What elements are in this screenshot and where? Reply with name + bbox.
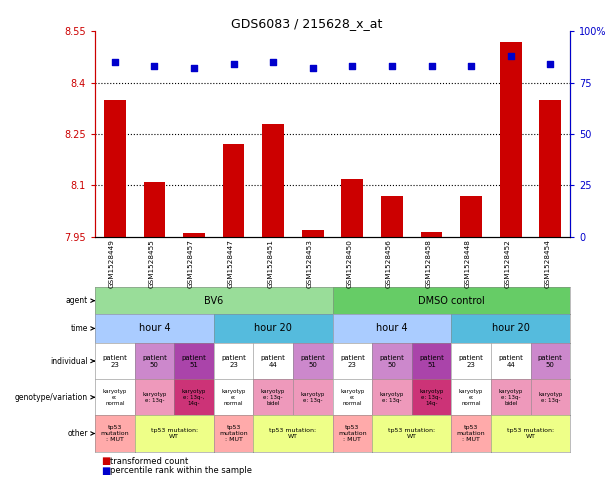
Text: agent: agent bbox=[66, 296, 88, 305]
Text: patient
50: patient 50 bbox=[538, 355, 563, 368]
Text: patient
44: patient 44 bbox=[498, 355, 523, 368]
Text: patient
23: patient 23 bbox=[459, 355, 484, 368]
Text: patient
23: patient 23 bbox=[221, 355, 246, 368]
Point bbox=[546, 60, 555, 68]
Text: tp53 mutation:
WT: tp53 mutation: WT bbox=[151, 428, 198, 439]
Bar bbox=[223, 144, 245, 237]
Text: GSM1528451: GSM1528451 bbox=[267, 239, 273, 288]
Bar bbox=[381, 196, 403, 237]
Text: ■: ■ bbox=[101, 456, 110, 466]
Text: karyotyp
e: 13q-: karyotyp e: 13q- bbox=[379, 392, 404, 403]
Bar bbox=[539, 100, 561, 237]
Text: DMSO control: DMSO control bbox=[418, 296, 485, 306]
Text: patient
44: patient 44 bbox=[261, 355, 286, 368]
Text: patient
23: patient 23 bbox=[102, 355, 128, 368]
Bar bbox=[460, 196, 482, 237]
Text: karyotyp
e:
normal: karyotyp e: normal bbox=[102, 389, 127, 406]
Text: tp53
mutation
: MUT: tp53 mutation : MUT bbox=[457, 425, 485, 442]
Text: GSM1528453: GSM1528453 bbox=[306, 239, 313, 288]
Text: individual: individual bbox=[50, 356, 88, 366]
Point bbox=[466, 62, 476, 70]
Text: patient
50: patient 50 bbox=[142, 355, 167, 368]
Text: tp53
mutation
: MUT: tp53 mutation : MUT bbox=[219, 425, 248, 442]
Text: transformed count: transformed count bbox=[110, 457, 189, 466]
Text: tp53 mutation:
WT: tp53 mutation: WT bbox=[507, 428, 554, 439]
Text: patient
51: patient 51 bbox=[181, 355, 207, 368]
Text: tp53 mutation:
WT: tp53 mutation: WT bbox=[269, 428, 316, 439]
Text: karyotyp
e: 13q-: karyotyp e: 13q- bbox=[538, 392, 563, 403]
Text: GSM1528450: GSM1528450 bbox=[346, 239, 352, 288]
Text: karyotyp
e: 13q-,
14q-: karyotyp e: 13q-, 14q- bbox=[419, 389, 444, 406]
Text: other: other bbox=[67, 429, 88, 438]
Bar bbox=[262, 124, 284, 237]
Text: karyotyp
e: 13q-: karyotyp e: 13q- bbox=[142, 392, 167, 403]
Point bbox=[150, 62, 159, 70]
Text: GSM1528449: GSM1528449 bbox=[109, 239, 115, 288]
Point bbox=[268, 58, 278, 66]
Text: percentile rank within the sample: percentile rank within the sample bbox=[110, 467, 253, 475]
Text: patient
23: patient 23 bbox=[340, 355, 365, 368]
Text: hour 20: hour 20 bbox=[492, 324, 530, 333]
Text: karyotyp
e: 13q-,
14q-: karyotyp e: 13q-, 14q- bbox=[182, 389, 206, 406]
Point bbox=[387, 62, 397, 70]
Text: time: time bbox=[70, 324, 88, 333]
Text: patient
50: patient 50 bbox=[379, 355, 405, 368]
Bar bbox=[421, 231, 443, 237]
Text: ■: ■ bbox=[101, 466, 110, 476]
Text: genotype/variation: genotype/variation bbox=[15, 393, 88, 402]
Text: GDS6083 / 215628_x_at: GDS6083 / 215628_x_at bbox=[231, 17, 382, 30]
Text: karyotyp
e: 13q-
bidel: karyotyp e: 13q- bidel bbox=[261, 389, 286, 406]
Text: BV6: BV6 bbox=[204, 296, 223, 306]
Point bbox=[110, 58, 120, 66]
Text: GSM1528457: GSM1528457 bbox=[188, 239, 194, 288]
Text: GSM1528452: GSM1528452 bbox=[504, 239, 511, 288]
Point bbox=[189, 65, 199, 72]
Bar bbox=[500, 42, 522, 237]
Text: patient
50: patient 50 bbox=[300, 355, 325, 368]
Bar bbox=[302, 230, 324, 237]
Point bbox=[308, 65, 318, 72]
Text: karyotyp
e:
normal: karyotyp e: normal bbox=[221, 389, 246, 406]
Bar bbox=[143, 182, 166, 237]
Text: karyotyp
e:
normal: karyotyp e: normal bbox=[340, 389, 365, 406]
Text: GSM1528455: GSM1528455 bbox=[148, 239, 154, 288]
Text: patient
51: patient 51 bbox=[419, 355, 444, 368]
Text: tp53 mutation:
WT: tp53 mutation: WT bbox=[388, 428, 435, 439]
Point bbox=[427, 62, 436, 70]
Text: karyotyp
e: 13q-
bidel: karyotyp e: 13q- bidel bbox=[498, 389, 523, 406]
Text: GSM1528458: GSM1528458 bbox=[425, 239, 432, 288]
Text: GSM1528456: GSM1528456 bbox=[386, 239, 392, 288]
Bar bbox=[104, 100, 126, 237]
Text: tp53
mutation
: MUT: tp53 mutation : MUT bbox=[338, 425, 367, 442]
Text: GSM1528448: GSM1528448 bbox=[465, 239, 471, 288]
Point bbox=[348, 62, 357, 70]
Bar bbox=[341, 179, 364, 237]
Text: tp53
mutation
: MUT: tp53 mutation : MUT bbox=[101, 425, 129, 442]
Text: hour 4: hour 4 bbox=[139, 324, 170, 333]
Point bbox=[229, 60, 238, 68]
Text: hour 4: hour 4 bbox=[376, 324, 408, 333]
Text: GSM1528454: GSM1528454 bbox=[544, 239, 550, 288]
Text: GSM1528447: GSM1528447 bbox=[227, 239, 234, 288]
Text: karyotyp
e:
normal: karyotyp e: normal bbox=[459, 389, 483, 406]
Text: hour 20: hour 20 bbox=[254, 324, 292, 333]
Text: karyotyp
e: 13q-: karyotyp e: 13q- bbox=[300, 392, 325, 403]
Bar bbox=[183, 233, 205, 237]
Point bbox=[506, 52, 516, 60]
